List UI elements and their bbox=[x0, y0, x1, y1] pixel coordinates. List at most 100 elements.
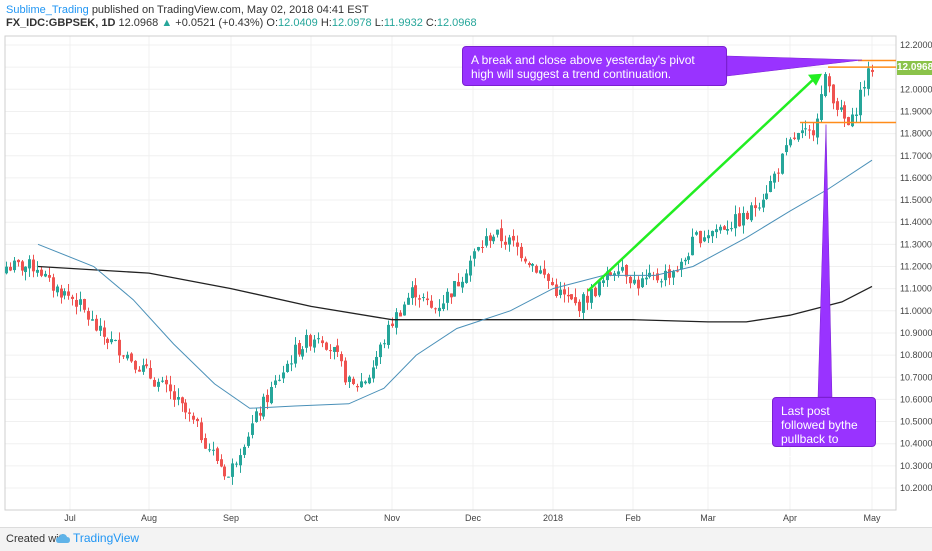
candle-body bbox=[719, 226, 722, 231]
candle-body bbox=[118, 339, 121, 356]
trend-arrow-line bbox=[587, 77, 815, 292]
x-tick-label: Apr bbox=[783, 513, 797, 523]
candle-body bbox=[785, 145, 788, 153]
candle-body bbox=[684, 259, 687, 262]
candle-body bbox=[122, 355, 125, 357]
x-tick-label: Feb bbox=[625, 513, 641, 523]
candle-body bbox=[321, 340, 324, 344]
candle-body bbox=[500, 228, 503, 242]
candle-body bbox=[67, 291, 70, 296]
x-tick-label: May bbox=[863, 513, 881, 523]
candle-body bbox=[676, 270, 679, 272]
candle-body bbox=[746, 212, 749, 220]
candle-body bbox=[63, 291, 66, 296]
y-tick-label: 10.3000 bbox=[900, 461, 932, 471]
candle-body bbox=[352, 378, 355, 385]
candle-body bbox=[492, 236, 495, 242]
candle-body bbox=[481, 247, 484, 249]
candle-body bbox=[531, 263, 534, 266]
candle-body bbox=[212, 449, 215, 451]
y-tick-label: 11.7000 bbox=[900, 151, 932, 161]
candle-body bbox=[711, 230, 714, 237]
candle-body bbox=[181, 397, 184, 404]
candle-body bbox=[372, 367, 375, 379]
candle-body bbox=[375, 356, 378, 366]
publisher-line: Sublime_Trading published on TradingView… bbox=[6, 4, 369, 16]
candle-body bbox=[184, 402, 187, 413]
close-value: 12.0968 bbox=[436, 17, 477, 29]
candle-body bbox=[863, 87, 866, 89]
candle-body bbox=[379, 344, 382, 358]
x-tick-label: Oct bbox=[304, 513, 319, 523]
candle-body bbox=[773, 173, 776, 183]
y-tick-label: 11.1000 bbox=[900, 284, 932, 294]
x-tick-label: Sep bbox=[223, 513, 239, 523]
candle-body bbox=[793, 137, 796, 139]
high-label: H: bbox=[320, 17, 332, 29]
candle-body bbox=[730, 228, 733, 230]
candle-body bbox=[828, 76, 831, 87]
candle-body bbox=[555, 284, 558, 297]
candle-body bbox=[695, 232, 698, 235]
candle-body bbox=[738, 213, 741, 227]
candle-body bbox=[60, 288, 63, 298]
y-tick-label: 11.3000 bbox=[900, 239, 932, 249]
candle-body bbox=[633, 279, 636, 284]
candle-body bbox=[859, 89, 862, 116]
candle-body bbox=[602, 280, 605, 284]
candle-body bbox=[411, 287, 414, 299]
y-tick-label: 10.5000 bbox=[900, 417, 932, 427]
candle-body bbox=[625, 265, 628, 277]
price-chart[interactable]: 12.200012.100012.000011.900011.800011.70… bbox=[0, 0, 932, 527]
candle-body bbox=[769, 181, 772, 193]
candle-body bbox=[808, 129, 811, 131]
candle-body bbox=[40, 269, 43, 276]
tradingview-brand[interactable]: TradingView bbox=[56, 531, 139, 545]
candle-body bbox=[13, 260, 16, 271]
candle-body bbox=[489, 235, 492, 241]
candle-body bbox=[461, 281, 464, 288]
candle-body bbox=[609, 272, 612, 276]
ma-fast-line bbox=[37, 159, 873, 409]
candle-body bbox=[680, 261, 683, 270]
y-tick-label: 11.5000 bbox=[900, 195, 932, 205]
author-link[interactable]: Sublime_Trading bbox=[6, 4, 89, 16]
annotation-note-trend[interactable]: A break and close above yesterday's pivo… bbox=[462, 46, 727, 86]
candle-body bbox=[637, 279, 640, 289]
candle-body bbox=[434, 308, 437, 310]
published-text: published on TradingView.com, May 02, 20… bbox=[91, 4, 369, 16]
y-tick-label: 10.2000 bbox=[900, 483, 932, 493]
candle-body bbox=[645, 277, 648, 280]
candle-body bbox=[399, 312, 402, 317]
candle-body bbox=[871, 69, 874, 72]
candle-body bbox=[707, 235, 710, 239]
candle-body bbox=[157, 381, 160, 387]
candle-body bbox=[216, 448, 219, 461]
candle-body bbox=[723, 226, 726, 230]
candle-body bbox=[754, 205, 757, 209]
candle-body bbox=[364, 381, 367, 384]
y-tick-label: 12.0000 bbox=[900, 84, 932, 94]
candle-body bbox=[173, 391, 176, 400]
candle-body bbox=[664, 270, 667, 281]
candle-body bbox=[485, 236, 488, 246]
symbol-label[interactable]: FX_IDC:GBPSEK, 1D bbox=[6, 17, 116, 29]
candle-body bbox=[594, 287, 597, 297]
x-tick-label: Mar bbox=[700, 513, 716, 523]
candle-body bbox=[840, 107, 843, 110]
candle-body bbox=[574, 297, 577, 304]
candle-body bbox=[446, 291, 449, 303]
candle-body bbox=[403, 304, 406, 316]
candles bbox=[5, 61, 874, 485]
open-value: 12.0409 bbox=[278, 17, 318, 29]
y-tick-label: 11.8000 bbox=[900, 129, 932, 139]
x-axis: Jul Aug Sep Oct Nov Dec 2018 Feb Mar Apr May bbox=[64, 513, 881, 523]
candle-body bbox=[52, 277, 55, 291]
annotation-note-support[interactable]: Last post followed bythe pullback to sup… bbox=[772, 397, 876, 460]
candle-body bbox=[204, 438, 207, 449]
candle-body bbox=[765, 193, 768, 200]
last-price: 12.0968 bbox=[118, 17, 159, 29]
candle-body bbox=[99, 325, 102, 331]
candle-body bbox=[804, 128, 807, 130]
candle-body bbox=[153, 379, 156, 387]
